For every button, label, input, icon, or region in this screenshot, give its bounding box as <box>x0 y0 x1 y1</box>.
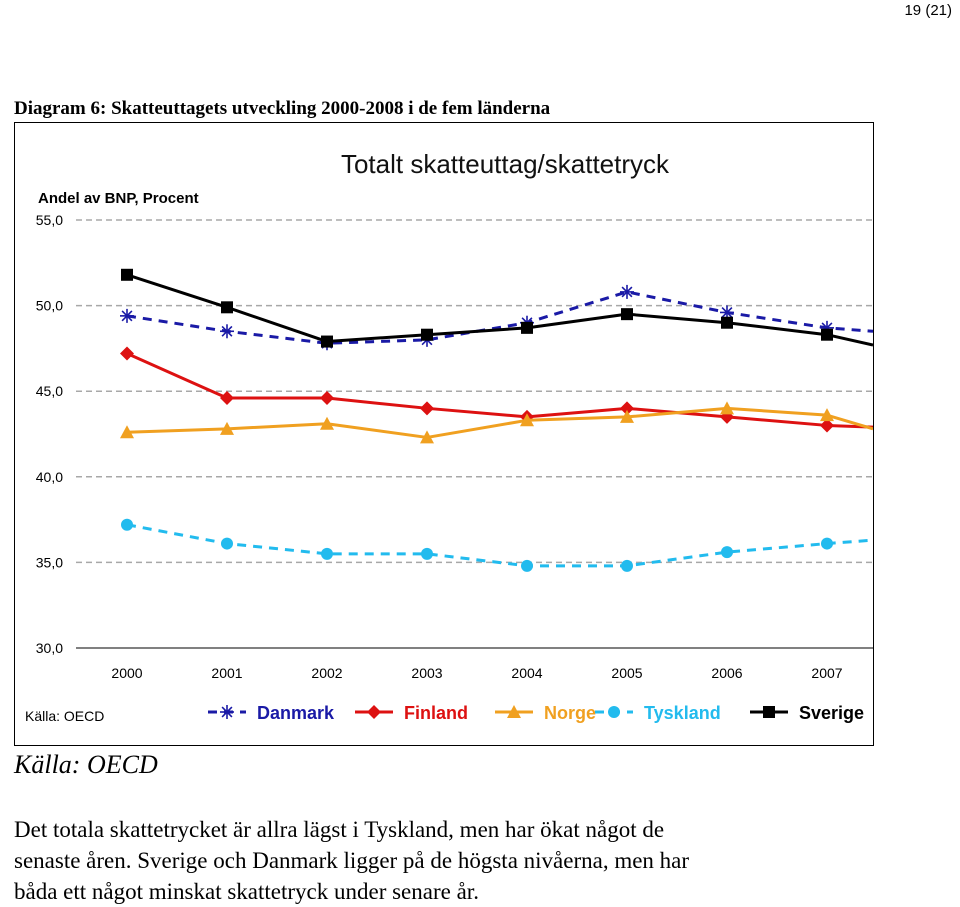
series-line-tyskland <box>126 523 874 568</box>
legend-marker-norge <box>507 705 521 718</box>
data-point-sverige <box>221 301 233 314</box>
data-point-norge <box>720 401 734 415</box>
data-point-norge <box>120 425 134 439</box>
data-point-norge <box>320 416 334 430</box>
legend-label-norge: Norge <box>544 703 596 723</box>
diagram-caption: Diagram 6: Skatteuttagets utveckling 200… <box>14 98 551 119</box>
y-tick-label: 45,0 <box>36 383 63 399</box>
paragraph-line: Det totala skattetrycket är allra lägst … <box>14 817 665 842</box>
data-point-finland <box>620 401 634 416</box>
data-point-finland <box>820 418 834 433</box>
legend-label-tyskland: Tyskland <box>644 703 721 723</box>
data-point-finland <box>220 391 234 406</box>
y-tick-label: 55,0 <box>36 212 63 228</box>
y-axis-label: Andel av BNP, Procent <box>38 190 199 207</box>
data-point-sverige <box>121 268 133 281</box>
x-tick-label: 2007 <box>811 665 842 681</box>
data-point-finland <box>320 391 334 406</box>
data-point-sverige <box>321 335 333 348</box>
data-point-sverige <box>721 316 733 329</box>
gridlines <box>76 219 873 649</box>
legend-label-sverige: Sverige <box>799 703 864 723</box>
data-point-tyskland <box>321 547 333 560</box>
x-tick-label: 2001 <box>211 665 242 681</box>
line-chart: Totalt skatteuttag/skattetryck Andel av … <box>25 149 874 724</box>
y-tick-label: 30,0 <box>36 640 63 656</box>
chart-title: Totalt skatteuttag/skattetryck <box>341 149 670 179</box>
data-point-finland <box>120 346 134 361</box>
paragraph-line: båda ett något minskat skattetryck under… <box>14 879 479 904</box>
data-point-norge <box>220 421 234 435</box>
x-tick-label: 2006 <box>711 665 742 681</box>
data-point-norge <box>620 409 634 423</box>
y-tick-label: 50,0 <box>36 298 63 314</box>
x-tick-label: 2004 <box>511 665 542 681</box>
data-point-sverige <box>621 308 633 321</box>
legend-marker-danmark <box>220 705 234 719</box>
data-point-tyskland <box>221 537 233 550</box>
series-line-sverige <box>126 273 874 347</box>
data-point-danmark <box>620 284 634 299</box>
y-axis-ticks: 30,0 35,0 40,0 45,0 50,0 55,0 <box>36 212 63 656</box>
body-paragraph: Det totala skattetrycket är allra lägst … <box>14 814 944 907</box>
data-point-tyskland <box>521 559 533 572</box>
series-line-danmark <box>126 290 874 345</box>
series-group <box>120 268 874 572</box>
data-point-tyskland <box>421 547 433 560</box>
paragraph-line: senaste åren. Sverige och Danmark ligger… <box>14 848 690 873</box>
data-point-sverige <box>521 321 533 334</box>
legend: Danmark Finland Norge Tyskland Sverige <box>208 703 864 723</box>
data-point-norge <box>420 430 434 444</box>
legend-marker-tyskland <box>608 706 620 718</box>
x-axis-ticks: 2000 2001 2002 2003 2004 2005 2006 2007 <box>111 665 842 681</box>
data-point-tyskland <box>621 559 633 572</box>
x-tick-label: 2002 <box>311 665 342 681</box>
data-point-finland <box>420 401 434 416</box>
data-point-tyskland <box>721 546 733 559</box>
x-tick-label: 2005 <box>611 665 642 681</box>
data-point-sverige <box>421 328 433 341</box>
chart-source-label: Källa: OECD <box>25 708 104 724</box>
data-point-sverige <box>821 328 833 341</box>
y-tick-label: 35,0 <box>36 554 63 570</box>
y-tick-label: 40,0 <box>36 469 63 485</box>
data-point-danmark <box>120 308 134 323</box>
source-note: Källa: OECD <box>14 750 158 779</box>
legend-marker-sverige <box>763 706 775 718</box>
data-point-tyskland <box>121 518 133 531</box>
data-point-norge <box>520 413 534 427</box>
data-point-norge <box>820 408 834 422</box>
data-point-tyskland <box>821 537 833 550</box>
series-line-finland <box>126 352 874 429</box>
legend-marker-finland <box>367 705 381 719</box>
chart-panel: Totalt skatteuttag/skattetryck Andel av … <box>14 122 874 746</box>
series-line-norge <box>126 406 874 439</box>
x-tick-label: 2000 <box>111 665 142 681</box>
data-point-danmark <box>220 324 234 339</box>
legend-label-finland: Finland <box>404 703 468 723</box>
legend-label-danmark: Danmark <box>257 703 335 723</box>
page-number: 19 (21) <box>904 2 952 19</box>
x-tick-label: 2003 <box>411 665 442 681</box>
